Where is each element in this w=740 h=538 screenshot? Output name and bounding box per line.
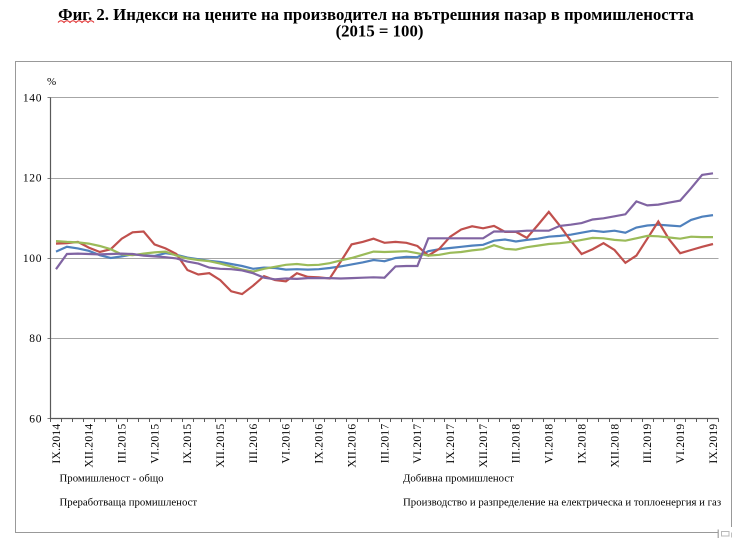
svg-text:Фиг. 2. Индекси на цените на п: Фиг. 2. Индекси на цените на производите… bbox=[58, 5, 694, 24]
svg-text:Промишленост - общо: Промишленост - общо bbox=[60, 473, 164, 485]
svg-text:140: 140 bbox=[23, 92, 42, 104]
svg-text:III.2019: III.2019 bbox=[642, 424, 654, 464]
svg-text:VI.2018: VI.2018 bbox=[544, 424, 556, 464]
svg-text:Преработваща промишленост: Преработваща промишленост bbox=[60, 497, 198, 509]
svg-text:IX.2017: IX.2017 bbox=[445, 424, 457, 464]
svg-text:XII.2015: XII.2015 bbox=[215, 424, 227, 468]
svg-text:VI.2017: VI.2017 bbox=[412, 424, 424, 464]
svg-text:VI.2016: VI.2016 bbox=[281, 424, 293, 464]
svg-text:IX.2014: IX.2014 bbox=[51, 424, 63, 464]
svg-text:III.2018: III.2018 bbox=[511, 424, 523, 464]
svg-text:120: 120 bbox=[23, 173, 42, 185]
svg-text:III.2015: III.2015 bbox=[117, 424, 129, 464]
svg-text:XII.2014: XII.2014 bbox=[84, 424, 96, 468]
svg-text:III.2017: III.2017 bbox=[379, 424, 391, 464]
svg-text:VI.2019: VI.2019 bbox=[675, 424, 687, 464]
svg-text:100: 100 bbox=[23, 253, 42, 265]
svg-text:IX.2019: IX.2019 bbox=[708, 424, 720, 464]
svg-text:Производство и разпределение н: Производство и разпределение на електрич… bbox=[403, 497, 721, 509]
svg-text:Добивна промишленост: Добивна промишленост bbox=[403, 473, 514, 485]
svg-text:VI.2015: VI.2015 bbox=[149, 424, 161, 464]
svg-text:IX.2016: IX.2016 bbox=[314, 424, 326, 464]
svg-text:III.2016: III.2016 bbox=[248, 424, 260, 464]
svg-text:80: 80 bbox=[29, 333, 42, 345]
svg-text:XII.2016: XII.2016 bbox=[346, 424, 358, 468]
svg-text:IX.2015: IX.2015 bbox=[182, 424, 194, 464]
svg-text:XII.2018: XII.2018 bbox=[609, 424, 621, 468]
svg-text:%: % bbox=[47, 76, 56, 88]
svg-text:XII.2017: XII.2017 bbox=[478, 424, 490, 468]
svg-text:60: 60 bbox=[29, 413, 42, 425]
svg-text:(2015 = 100): (2015 = 100) bbox=[336, 22, 424, 41]
svg-text:IX.2018: IX.2018 bbox=[576, 424, 588, 464]
